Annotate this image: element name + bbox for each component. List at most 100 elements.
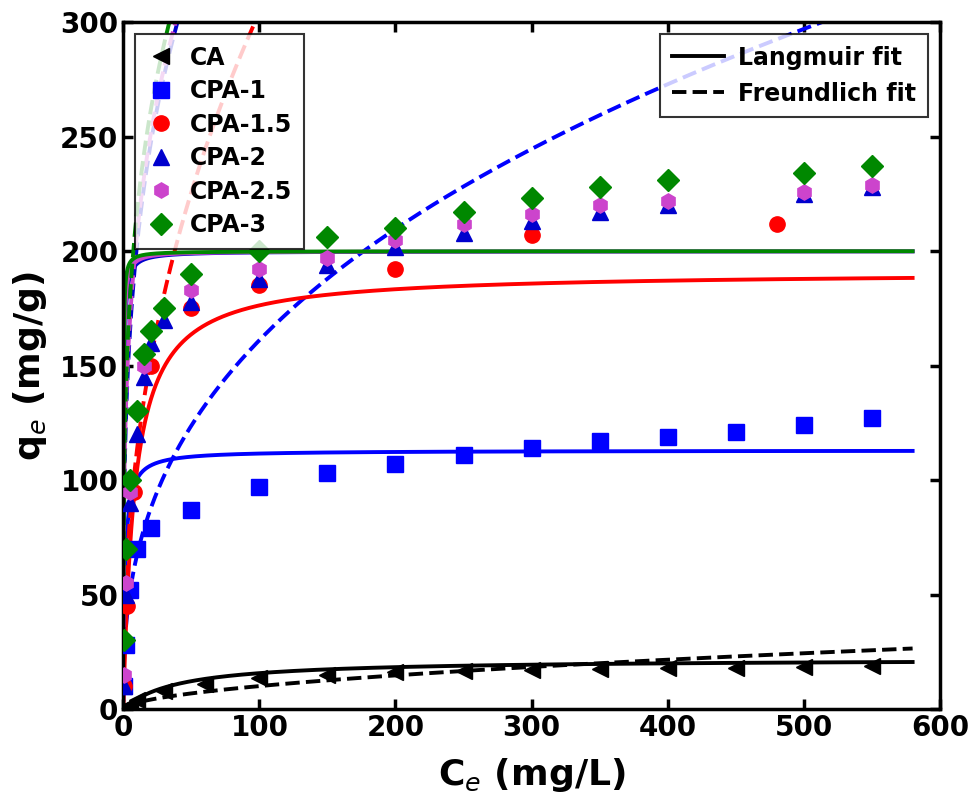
Line: CPA-1: CPA-1 bbox=[117, 411, 879, 694]
CPA-2 bbox=[119, 681, 130, 691]
CPA-3 bbox=[131, 407, 143, 416]
CPA-2 bbox=[131, 430, 143, 440]
CPA-1 bbox=[121, 640, 132, 650]
CPA-3 bbox=[662, 175, 673, 185]
CPA-3 bbox=[321, 233, 333, 242]
CPA-2 bbox=[662, 200, 673, 210]
CPA-2.5 bbox=[594, 200, 606, 210]
CPA-2.5 bbox=[390, 235, 402, 245]
CPA-3 bbox=[124, 475, 136, 485]
CPA-1.5 bbox=[145, 361, 157, 370]
CA bbox=[798, 662, 809, 671]
CA bbox=[119, 703, 130, 712]
CA bbox=[254, 674, 266, 683]
CPA-1 bbox=[124, 585, 136, 595]
CPA-2.5 bbox=[662, 196, 673, 205]
CPA-2.5 bbox=[321, 253, 333, 262]
CPA-1.5 bbox=[254, 281, 266, 291]
CPA-2.5 bbox=[866, 180, 878, 189]
CPA-2.5 bbox=[458, 219, 469, 229]
CPA-1.5 bbox=[390, 265, 402, 275]
CA bbox=[118, 704, 129, 713]
CPA-1 bbox=[321, 469, 333, 478]
CPA-1.5 bbox=[128, 487, 140, 497]
CPA-2.5 bbox=[131, 407, 143, 416]
CPA-1 bbox=[458, 450, 469, 460]
Line: CA: CA bbox=[116, 658, 879, 716]
CPA-3 bbox=[525, 194, 537, 204]
CPA-2.5 bbox=[185, 285, 197, 295]
CPA-1 bbox=[662, 431, 673, 441]
CPA-2 bbox=[594, 208, 606, 217]
CA bbox=[730, 663, 742, 673]
Line: CPA-2: CPA-2 bbox=[117, 180, 879, 694]
CPA-2 bbox=[525, 217, 537, 226]
CA bbox=[131, 696, 143, 705]
CA bbox=[458, 667, 469, 676]
CPA-2 bbox=[866, 182, 878, 192]
CPA-2 bbox=[390, 242, 402, 251]
CPA-3 bbox=[594, 182, 606, 192]
CPA-2.5 bbox=[159, 303, 171, 313]
Legend: Langmuir fit, Freundlich fit: Langmuir fit, Freundlich fit bbox=[661, 34, 928, 118]
CPA-1 bbox=[866, 414, 878, 423]
CPA-2 bbox=[321, 260, 333, 270]
CPA-3 bbox=[185, 269, 197, 279]
CPA-2 bbox=[458, 228, 469, 237]
CPA-1 bbox=[798, 420, 809, 430]
CPA-1.5 bbox=[185, 303, 197, 313]
CA bbox=[122, 702, 133, 712]
CA bbox=[662, 663, 673, 673]
CPA-3 bbox=[145, 327, 157, 336]
CA bbox=[594, 664, 606, 674]
CPA-1 bbox=[145, 523, 157, 533]
CPA-2 bbox=[121, 590, 132, 600]
CPA-2 bbox=[798, 189, 809, 199]
CPA-1.5 bbox=[119, 681, 130, 691]
CPA-2.5 bbox=[254, 265, 266, 275]
CPA-3 bbox=[798, 168, 809, 178]
Line: CPA-2.5: CPA-2.5 bbox=[117, 177, 879, 683]
CPA-1.5 bbox=[770, 219, 782, 229]
CA bbox=[390, 667, 402, 677]
CA bbox=[321, 670, 333, 679]
CA bbox=[159, 686, 171, 696]
CPA-2.5 bbox=[138, 361, 150, 370]
CPA-2.5 bbox=[525, 209, 537, 219]
CPA-1 bbox=[525, 444, 537, 453]
Line: CPA-1.5: CPA-1.5 bbox=[117, 216, 784, 694]
CPA-1 bbox=[730, 427, 742, 437]
CPA-2.5 bbox=[121, 578, 132, 588]
CPA-1.5 bbox=[525, 230, 537, 240]
CPA-2 bbox=[185, 297, 197, 307]
CPA-3 bbox=[121, 544, 132, 554]
CPA-3 bbox=[138, 349, 150, 359]
CPA-2.5 bbox=[124, 487, 136, 497]
CA bbox=[199, 679, 211, 689]
CPA-1.5 bbox=[122, 601, 133, 611]
CPA-2 bbox=[138, 372, 150, 382]
CPA-3 bbox=[866, 162, 878, 171]
CPA-3 bbox=[119, 636, 130, 646]
CPA-2 bbox=[124, 498, 136, 508]
CPA-3 bbox=[254, 246, 266, 256]
CPA-2.5 bbox=[798, 187, 809, 196]
CPA-1 bbox=[254, 482, 266, 492]
CPA-2 bbox=[145, 338, 157, 348]
CPA-2 bbox=[159, 315, 171, 324]
CPA-2.5 bbox=[145, 327, 157, 336]
CPA-1 bbox=[390, 460, 402, 469]
CPA-3 bbox=[390, 224, 402, 233]
CPA-1 bbox=[131, 544, 143, 554]
CA bbox=[866, 661, 878, 671]
X-axis label: C$_e$ (mg/L): C$_e$ (mg/L) bbox=[438, 756, 625, 794]
CPA-3 bbox=[159, 303, 171, 313]
Y-axis label: q$_e$ (mg/g): q$_e$ (mg/g) bbox=[11, 270, 49, 460]
CPA-1 bbox=[185, 505, 197, 514]
Line: CPA-3: CPA-3 bbox=[117, 159, 879, 648]
CPA-1 bbox=[119, 681, 130, 691]
CPA-2.5 bbox=[119, 670, 130, 679]
CA bbox=[525, 666, 537, 675]
CPA-2 bbox=[254, 274, 266, 283]
CA bbox=[124, 700, 136, 709]
